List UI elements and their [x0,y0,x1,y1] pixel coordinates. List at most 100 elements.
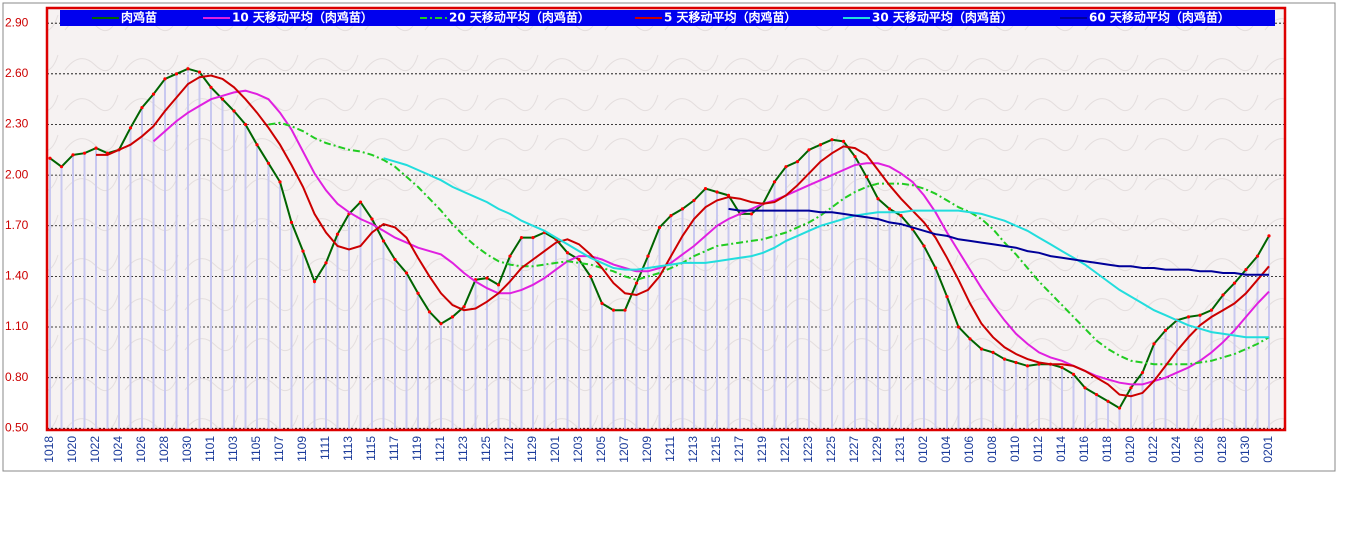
point-marker [772,180,777,184]
point-marker [807,148,811,152]
point-marker [600,301,604,305]
point-marker [692,198,696,203]
y-tick-label: 2.00 [5,167,29,181]
y-tick-label: 2.60 [5,66,29,80]
x-tick-label: 0106 [962,436,976,463]
x-tick-label: 1221 [778,436,792,463]
x-tick-label: 1209 [640,436,654,463]
point-marker [393,257,397,262]
x-tick-label: 1129 [525,436,539,462]
point-marker [646,254,650,258]
point-marker [427,310,432,314]
x-tick-label: 1231 [893,436,907,463]
x-tick-label: 1211 [663,436,677,462]
x-tick-label: 1225 [824,436,838,463]
x-tick-label: 1101 [203,436,217,462]
point-marker [381,239,386,243]
point-marker [335,232,340,236]
legend-label: 肉鸡苗 [121,10,157,25]
point-marker [186,67,190,71]
x-tick-label: 1107 [272,436,286,462]
x-tick-label: 1119 [410,436,424,461]
point-marker [416,291,420,295]
point-marker [1083,386,1087,390]
x-tick-label: 0116 [1077,436,1091,462]
point-marker [278,180,282,184]
y-tick-label: 0.80 [5,370,29,384]
x-tick-label: 1028 [157,436,171,463]
point-marker [1186,315,1191,319]
point-marker [634,281,639,285]
x-tick-label: 0108 [985,436,999,463]
x-tick-label: 1117 [387,436,401,461]
point-marker [749,212,754,216]
plot-area [47,8,1285,430]
point-marker [151,92,156,96]
x-tick-label: 1020 [65,436,79,463]
point-marker [71,153,75,157]
point-marker [209,85,213,89]
point-marker [1002,357,1007,361]
x-tick-label: 1215 [709,436,723,463]
point-marker [1152,342,1156,346]
point-marker [979,347,984,351]
x-tick-label: 0112 [1031,436,1045,462]
point-marker [864,175,869,179]
point-marker [830,138,834,142]
point-marker [163,77,167,81]
legend-label: 60 天移动平均（肉鸡苗） [1089,10,1230,25]
point-marker [519,235,524,240]
point-marker [370,217,374,221]
point-marker [933,266,938,270]
point-marker [1163,328,1168,333]
x-tick-label: 1223 [801,436,815,463]
point-marker [94,146,98,150]
x-tick-label: 1024 [111,436,125,463]
point-marker [531,235,535,240]
point-marker [128,126,133,130]
point-marker [669,214,673,218]
point-marker [784,165,788,169]
x-tick-label: 1018 [42,436,56,463]
point-marker [588,274,593,278]
point-marker [1221,293,1225,297]
point-marker [565,251,570,255]
point-marker [841,139,846,143]
point-marker [243,122,248,127]
point-marker [1025,364,1030,368]
point-marker [82,151,87,155]
point-marker [508,254,512,258]
x-tick-label: 0128 [1215,436,1229,463]
point-marker [577,257,581,262]
point-marker [818,143,823,147]
point-marker [853,154,857,159]
point-marker [1071,372,1076,376]
x-tick-label: 0118 [1100,436,1114,462]
point-marker [991,350,995,354]
y-tick-label: 2.30 [5,117,29,131]
x-tick-label: 1217 [732,436,746,463]
legend-label: 10 天移动平均（肉鸡苗） [232,10,373,25]
point-marker [301,249,305,253]
point-marker [1106,399,1110,403]
x-tick-label: 1109 [295,436,309,462]
point-marker [404,271,409,275]
x-tick-label: 1113 [341,436,355,461]
x-tick-label: 0130 [1238,436,1252,463]
x-tick-label: 1229 [870,436,884,463]
point-marker [358,200,363,204]
series-line [383,157,1269,339]
x-tick-label: 1103 [226,436,240,462]
x-tick-label: 0104 [939,436,953,463]
series-line [96,74,1270,398]
x-tick-label: 1201 [548,436,562,463]
point-marker [1129,386,1133,390]
point-marker [140,105,144,110]
point-marker [1198,313,1202,317]
point-marker [197,70,202,74]
point-marker [726,193,731,197]
point-marker [1267,234,1271,238]
y-tick-label: 0.50 [5,420,29,434]
point-marker [795,160,800,164]
legend: 肉鸡苗 10 天移动平均（肉鸡苗） 20 天移动平均（肉鸡苗） 5 天移动平均（肉鸡苗… [92,10,1230,25]
